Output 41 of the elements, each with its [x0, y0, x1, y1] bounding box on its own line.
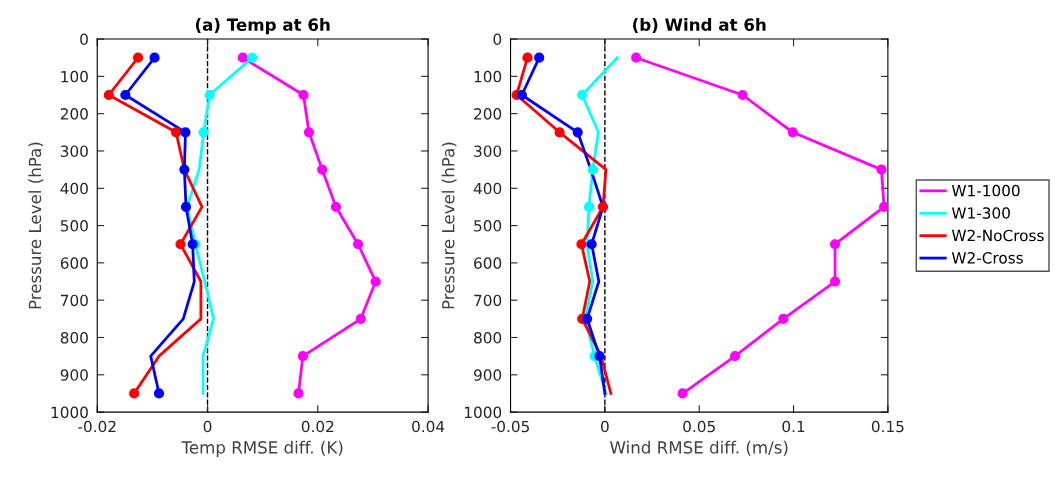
x-tick-label: -0.02 — [78, 420, 116, 433]
y-tick-label: 800 — [60, 331, 88, 344]
x-tick-label: 0 — [203, 420, 212, 433]
y-tick-label: 600 — [60, 257, 88, 269]
y-tick-label: 700 — [61, 294, 88, 307]
legend-label: W2-NoCross — [951, 229, 1044, 242]
y-tick-label: 1000 — [51, 406, 88, 419]
y-axis-title: Pressure Level (hPa) — [28, 142, 44, 309]
y-tick-label: 100 — [474, 70, 502, 83]
x-tick-label: 0.05 — [683, 420, 715, 433]
x-tick-label: -0.05 — [491, 420, 529, 433]
x-tick-label: 0.04 — [412, 420, 445, 433]
legend-label: W1-1000 — [951, 184, 1020, 197]
x-tick-label: 0.02 — [301, 420, 334, 433]
y-tick-label: 500 — [474, 220, 502, 232]
y-tick-label: 300 — [474, 145, 502, 157]
y-tick-label: 0 — [80, 33, 88, 46]
y-tick-label: 600 — [474, 257, 502, 269]
y-tick-label: 300 — [60, 145, 88, 157]
y-axis-title: Pressure Level (hPa) — [441, 142, 457, 309]
y-tick-label: 900 — [60, 369, 88, 381]
y-tick-label: 1000 — [464, 406, 502, 419]
x-tick-label: 0.15 — [871, 420, 904, 433]
chart-title: (b) Wind at 6h — [633, 18, 766, 33]
y-tick-label: 200 — [474, 108, 502, 120]
chart-title: (a) Temp at 6h — [195, 18, 330, 35]
y-tick-label: 200 — [60, 108, 88, 120]
y-tick-label: 800 — [474, 331, 502, 344]
legend-label: W1-300 — [951, 207, 1010, 219]
y-tick-label: 0 — [493, 33, 502, 46]
y-tick-label: 400 — [60, 182, 88, 195]
y-tick-label: 400 — [473, 182, 502, 195]
x-tick-label: 0 — [601, 420, 609, 433]
x-tick-label: 0.1 — [782, 420, 805, 433]
x-axis-title: Wind RMSE diff. (m/s) — [610, 440, 788, 456]
x-axis-title: Temp RMSE diff. (K) — [181, 440, 343, 457]
legend-label: W2-Cross — [951, 252, 1023, 264]
y-tick-label: 100 — [61, 70, 88, 83]
y-tick-label: 700 — [474, 294, 502, 307]
y-tick-label: 500 — [60, 220, 88, 232]
y-tick-label: 900 — [474, 369, 502, 381]
